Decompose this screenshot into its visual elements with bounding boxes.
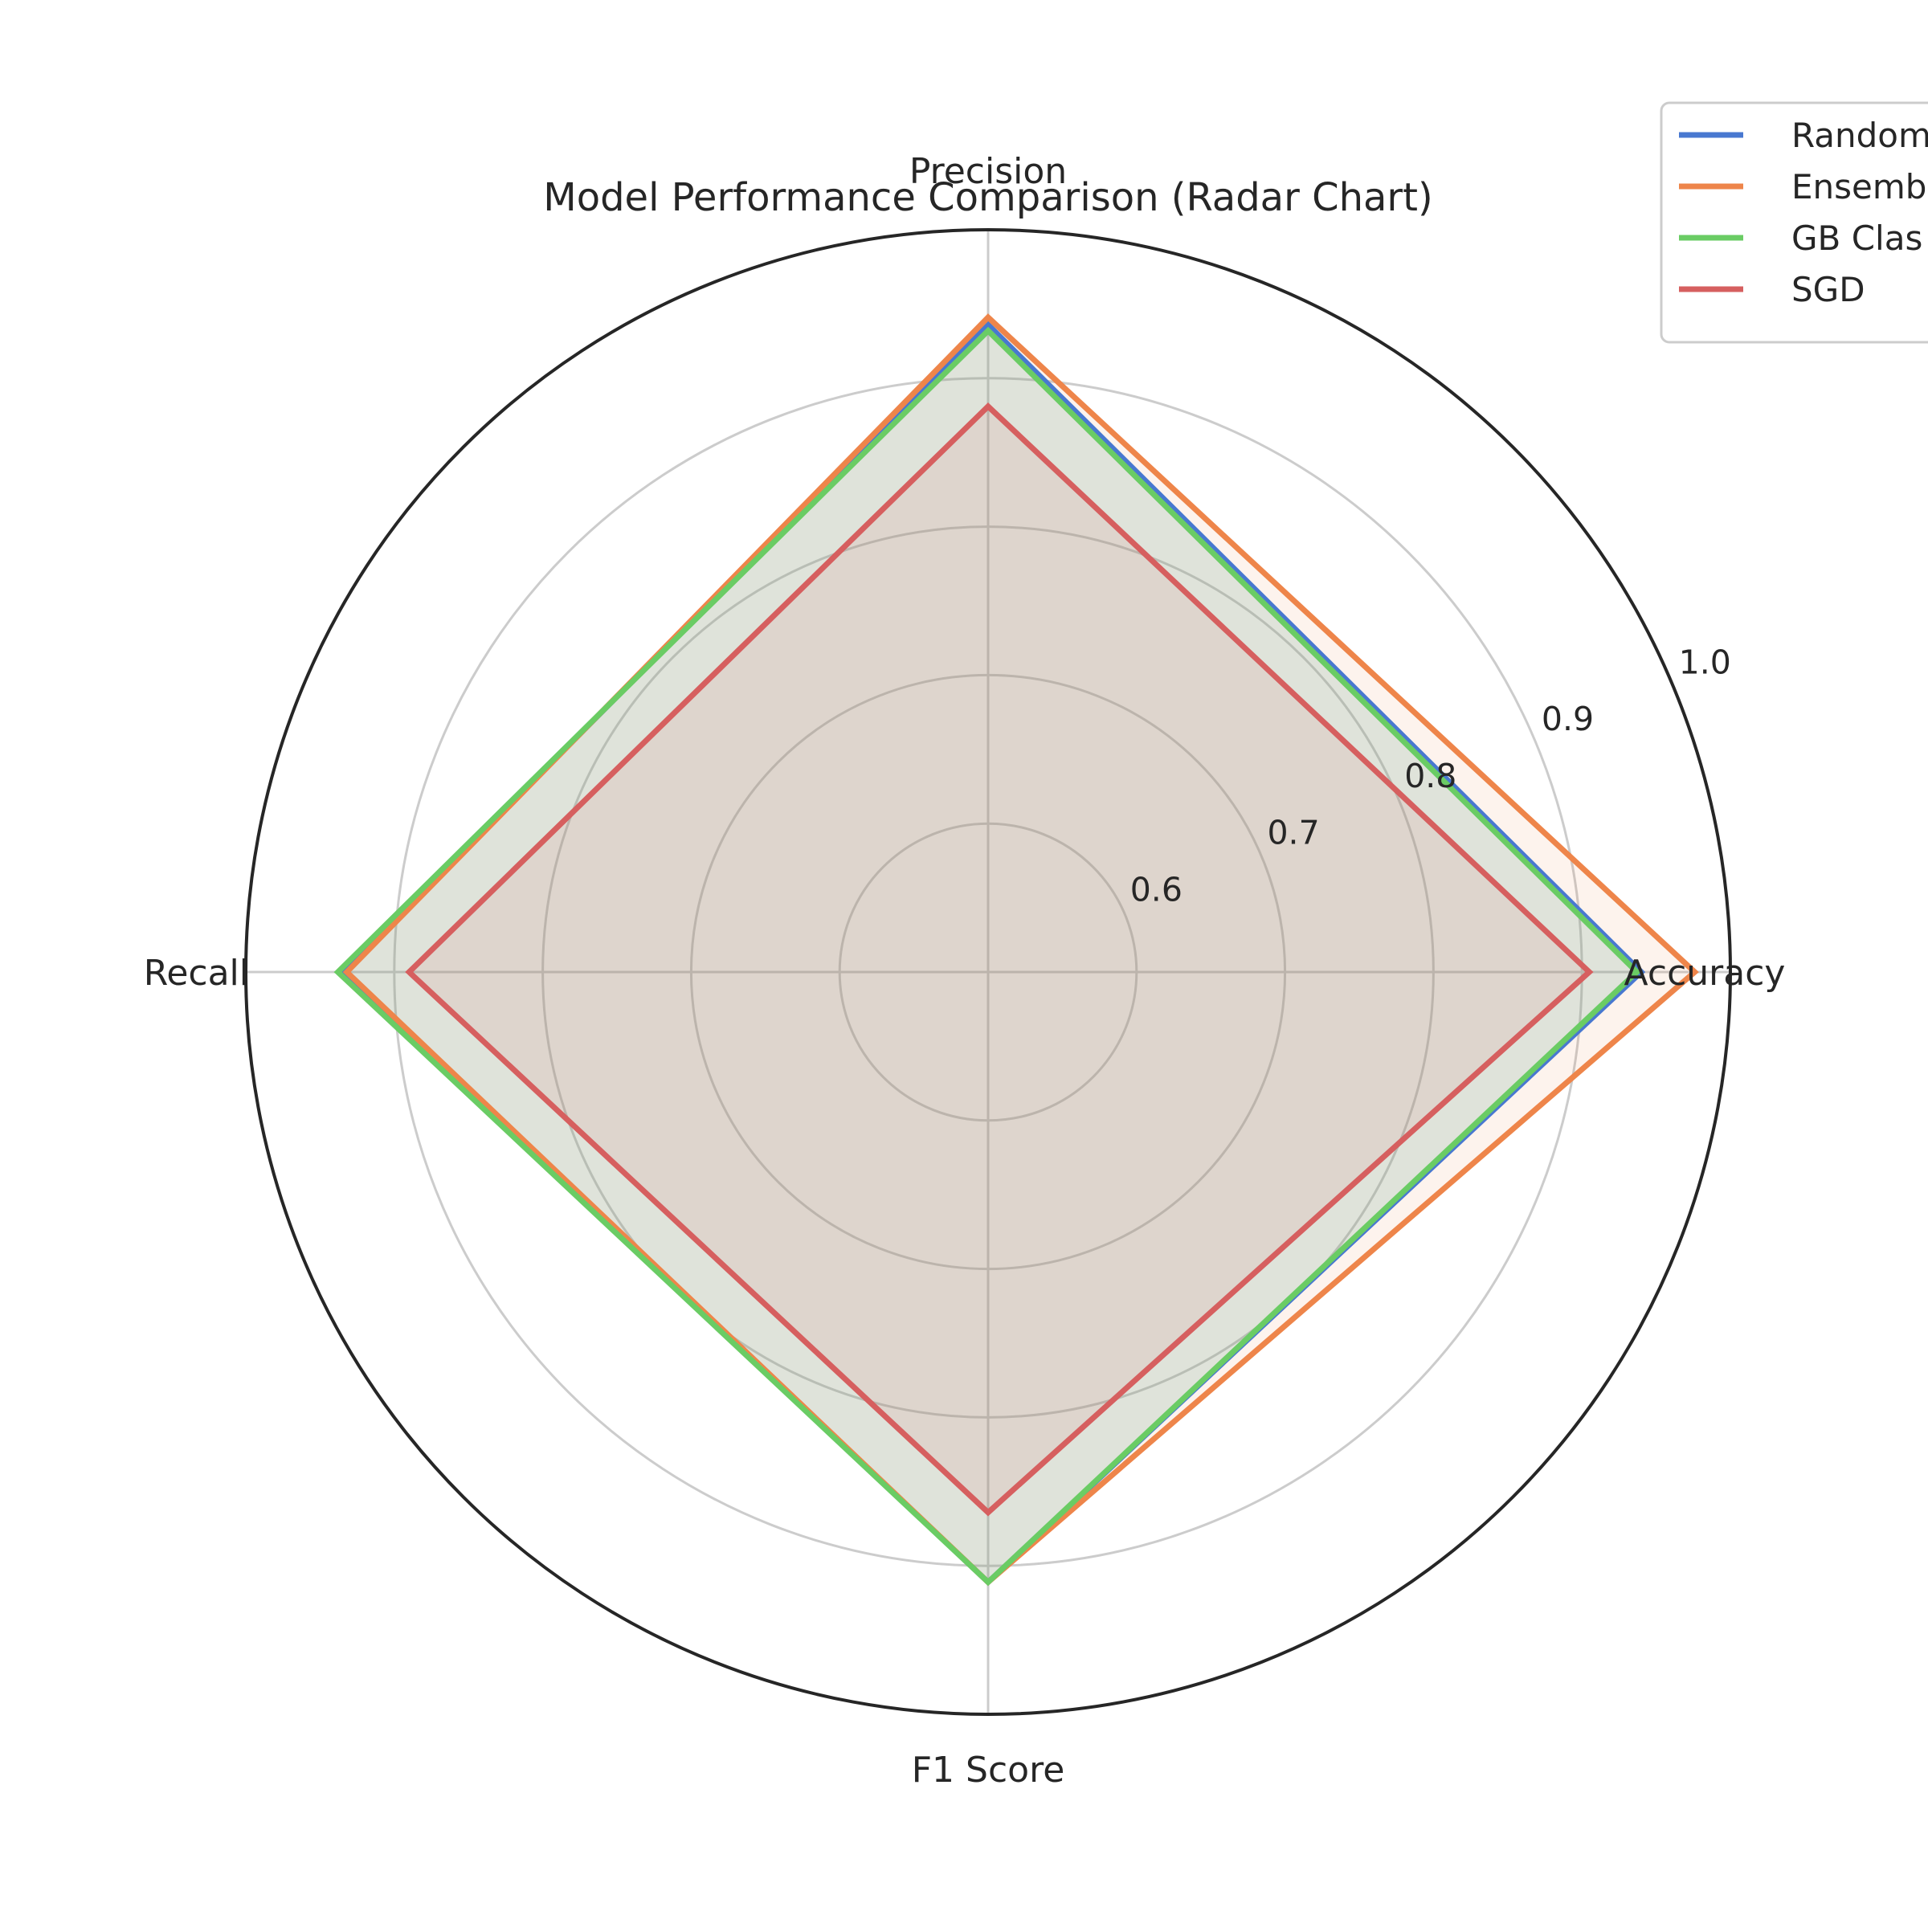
- series-line: [333, 326, 1641, 1587]
- outer-frame: [244, 228, 1732, 1716]
- series-layer: [333, 313, 1699, 1587]
- label-layer: Accuracy Precision Recall F1 Score 0.6 0.7 0.8…: [144, 151, 1786, 1791]
- legend-entry: Random: [1791, 116, 1928, 155]
- grid-layer: [244, 228, 1732, 1716]
- legend-entry: SGD: [1791, 270, 1865, 309]
- radial-tick-label: 0.6: [1130, 870, 1183, 909]
- radial-tick-label: 0.8: [1404, 757, 1456, 795]
- legend-entry: Ensemb: [1791, 167, 1926, 206]
- series-fill: [409, 406, 1590, 1513]
- legend: Random Ensemb GB Clas SGD: [1660, 101, 1928, 344]
- legend-box: [1660, 101, 1928, 344]
- axis-label: F1 Score: [912, 1750, 1065, 1791]
- radial-tick-label: 0.9: [1542, 700, 1594, 738]
- axis-label: Accuracy: [1624, 953, 1786, 994]
- series-line: [342, 313, 1699, 1587]
- series-fill: [342, 325, 1642, 1583]
- chart-title: Model Performance Comparison (Radar Char…: [543, 175, 1432, 220]
- radial-tick-label: 1.0: [1679, 643, 1731, 681]
- radial-tick-label: 0.7: [1267, 814, 1319, 852]
- axis-label: Precision: [909, 151, 1067, 192]
- series-line: [405, 402, 1594, 1517]
- legend-entry: GB Clas: [1791, 219, 1922, 258]
- axis-label: Recall: [144, 953, 249, 994]
